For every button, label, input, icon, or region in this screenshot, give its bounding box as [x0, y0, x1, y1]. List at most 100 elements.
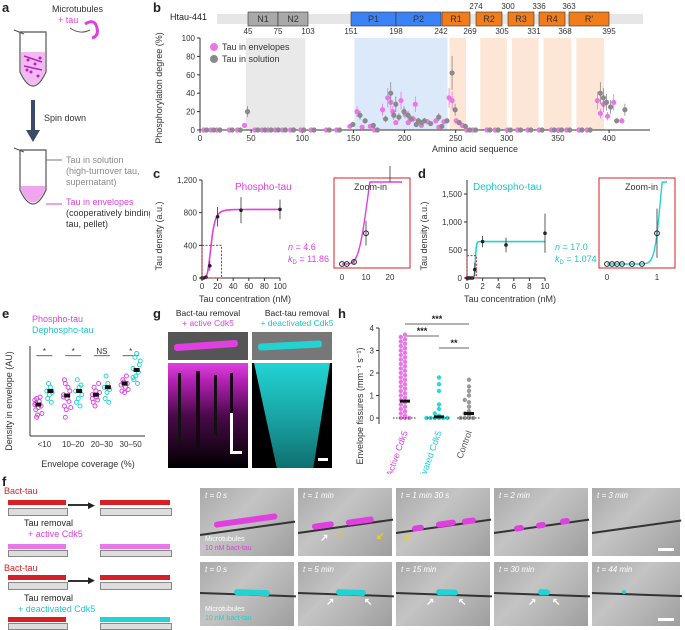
b-point-0-28	[405, 120, 411, 126]
f-row1-schematic: Bact-tau ▶ Tau removal + active Cdk5	[2, 486, 192, 557]
xtick-1-0: 0	[200, 282, 205, 291]
f-row2-removal: Tau removal	[24, 593, 74, 603]
panel-f: Bact-tau ▶ Tau removal + active Cdk5 Bac…	[0, 478, 685, 630]
h-pt-1-7	[432, 411, 437, 416]
h-pt-0-23	[402, 368, 408, 373]
inset-pt-1-2	[351, 259, 357, 265]
h-pt-0-3	[402, 413, 408, 418]
f-row1-frame-2: t = 1 min ↗ ↑ ↙	[297, 488, 394, 556]
panel-a-schematic: Microtubules + tau Spin down Tau in solu…	[13, 4, 150, 229]
e-pt-1-1-3	[75, 396, 81, 401]
b-point-0-5	[241, 122, 248, 128]
xtick-2-10: 10	[541, 282, 550, 291]
e-pt-1-3-1	[131, 377, 137, 383]
a-envelopes-1: Tau in envelopes	[66, 197, 134, 207]
e-pt-0-2-8	[97, 390, 102, 395]
f-row2-time-5: t = 44 min	[597, 565, 633, 574]
inset-pt-2-3	[619, 261, 625, 267]
h-pt-0-37	[402, 337, 408, 342]
panel-label-f: f	[2, 474, 7, 489]
e-sig-1: *	[72, 347, 75, 356]
b-legend-envelopes: Tau in envelopes	[222, 42, 290, 52]
b-point-1-10	[282, 127, 288, 133]
b-point-1-8	[268, 127, 274, 133]
f-row1-time-5: t = 3 min	[597, 491, 628, 500]
h-cat-0: Active Cdk5	[384, 429, 410, 474]
g-right-title-2: + deactivated Cdk5	[260, 318, 334, 328]
f-row2-arrow-icon: ▶	[88, 575, 95, 585]
b-point-1-26	[401, 109, 407, 115]
d-n-value: 17.0	[570, 242, 588, 252]
panel-e-chart: Phospho-tau Dephospho-tau <10 * 10–20 * 20–3…	[4, 314, 145, 469]
h-ytick-3: 3	[370, 347, 375, 356]
f-row2-cdk: + deactivated Cdk5	[18, 604, 96, 614]
e-median-0-2	[92, 392, 99, 397]
domain-r2	[475, 11, 503, 27]
domain-r4	[538, 11, 566, 27]
b-region-2	[449, 38, 466, 130]
b-point-0-30	[412, 101, 418, 107]
f-row1-tau-label: 10 nM bact-tau	[205, 545, 252, 552]
h-pt-0-39	[402, 332, 408, 337]
h-pt-1-9	[436, 402, 442, 407]
b-point-1-44	[495, 127, 501, 133]
e-pt-0-2-3	[92, 403, 98, 409]
h-pt-0-32	[398, 348, 403, 353]
b-point-1-51	[567, 127, 573, 133]
domain-pos-395: 395	[602, 27, 616, 36]
h-median-0	[400, 399, 410, 403]
tube-1-icon	[13, 29, 47, 87]
e-pt-0-2-2	[91, 384, 97, 390]
c-title: Phospho-tau	[235, 182, 292, 193]
e-legend-dephospho: Dephospho-tau	[32, 325, 94, 335]
e-pt-0-1-11	[62, 414, 68, 420]
pt-2-7	[480, 239, 485, 244]
domain-r3	[507, 11, 535, 27]
e-pt-0-1-7	[67, 388, 73, 394]
e-pt-1-3-4	[134, 351, 140, 356]
b-point-1-38	[452, 107, 458, 113]
h-sig-1: ***	[417, 326, 428, 336]
c-k-value: 11.86	[307, 254, 329, 264]
c-ylabel: Tau density (a.u.)	[154, 201, 164, 270]
b-point-1-42	[472, 127, 479, 133]
b-protein-label: Htau-441	[170, 12, 207, 22]
e-ylabel: Density in envelope (AU)	[4, 351, 14, 451]
g-left-title-2: + active Cdk5	[182, 318, 234, 328]
f-row2-arrow-left-icon-3: ↗	[528, 597, 537, 608]
a-spin-down-label: Spin down	[44, 113, 86, 123]
h-ytick-4: 4	[370, 324, 375, 333]
h-pt-0-22	[398, 370, 403, 376]
h-pt-0-24	[398, 366, 403, 371]
e-pt-0-0-6	[37, 394, 43, 400]
h-pt-2-12	[466, 384, 472, 389]
f-row1-yellow-arrow-icon-2: ↙	[376, 531, 385, 542]
e-median-0-3	[121, 381, 128, 386]
b-point-0-38	[449, 97, 455, 104]
tau-squiggle-icon	[84, 20, 99, 40]
e-pt-0-3-4	[122, 390, 128, 395]
b-point-1-25	[396, 114, 402, 120]
f-row2-arrow-left-icon: ↗	[326, 597, 335, 608]
b-region-0	[246, 38, 306, 130]
h-pt-1-8	[436, 406, 442, 412]
f-row2-frame-2: t = 5 min ↗ ↖	[297, 562, 394, 626]
e-pt-0-1-5	[65, 384, 71, 390]
tube-2-icon	[13, 147, 47, 205]
b-point-1-35	[439, 123, 445, 129]
h-pt-0-20	[398, 375, 403, 380]
h-pt-1-4	[445, 415, 450, 421]
b-point-1-5	[244, 109, 251, 115]
e-cat-3: 30–50	[120, 440, 143, 449]
h-pt-0-6	[398, 406, 403, 412]
b-point-1-36	[444, 118, 450, 124]
f-row2-arrow-right-icon-2: ↖	[458, 597, 467, 608]
e-pt-0-0-11	[34, 414, 40, 420]
f-row2-time-3: t = 15 min	[401, 565, 437, 574]
h-pt-1-12	[436, 375, 442, 380]
f-row2-bact: Bact-tau	[4, 563, 38, 573]
f-row1-yellow-arrow-icon-3: ↗	[402, 533, 411, 544]
h-pt-0-38	[398, 334, 403, 340]
b-region-4	[511, 38, 539, 130]
b-point-1-23	[391, 112, 397, 118]
